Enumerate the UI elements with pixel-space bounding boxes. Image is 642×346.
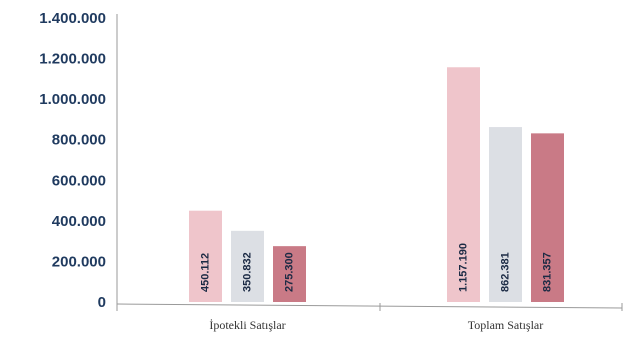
bar-data-label: 1.157.190 — [457, 243, 469, 292]
bar-data-label: 862.381 — [499, 252, 511, 292]
bar-data-label: 450.112 — [199, 253, 211, 292]
bar-data-label: 275.300 — [283, 252, 295, 292]
bar-series-1-ipotekli — [189, 210, 222, 302]
bar-series-2-toplam — [489, 127, 522, 303]
y-tick-label: 400.000 — [52, 213, 106, 230]
x-axis-line — [116, 303, 623, 309]
bar-series-2-ipotekli — [231, 230, 264, 302]
y-tick-label: 1.200.000 — [39, 51, 106, 68]
y-tick-label: 1.000.000 — [39, 91, 106, 108]
bar-data-label: 350.832 — [241, 252, 253, 292]
x-category-label: Toplam Satışlar — [468, 318, 543, 332]
y-tick-label: 600.000 — [52, 172, 106, 189]
y-tick-label: 0 — [98, 294, 106, 311]
bar-data-label: 831.357 — [541, 252, 553, 292]
y-tick-label: 1.400.000 — [39, 10, 106, 27]
bar-series-3-toplam — [531, 133, 564, 302]
bar-series-3-ipotekli — [273, 246, 306, 302]
x-category-label: İpotekli Satışlar — [209, 318, 285, 332]
y-tick-label: 800.000 — [52, 132, 106, 149]
y-tick-label: 200.000 — [52, 253, 106, 270]
bar-series-1-toplam — [447, 67, 480, 303]
